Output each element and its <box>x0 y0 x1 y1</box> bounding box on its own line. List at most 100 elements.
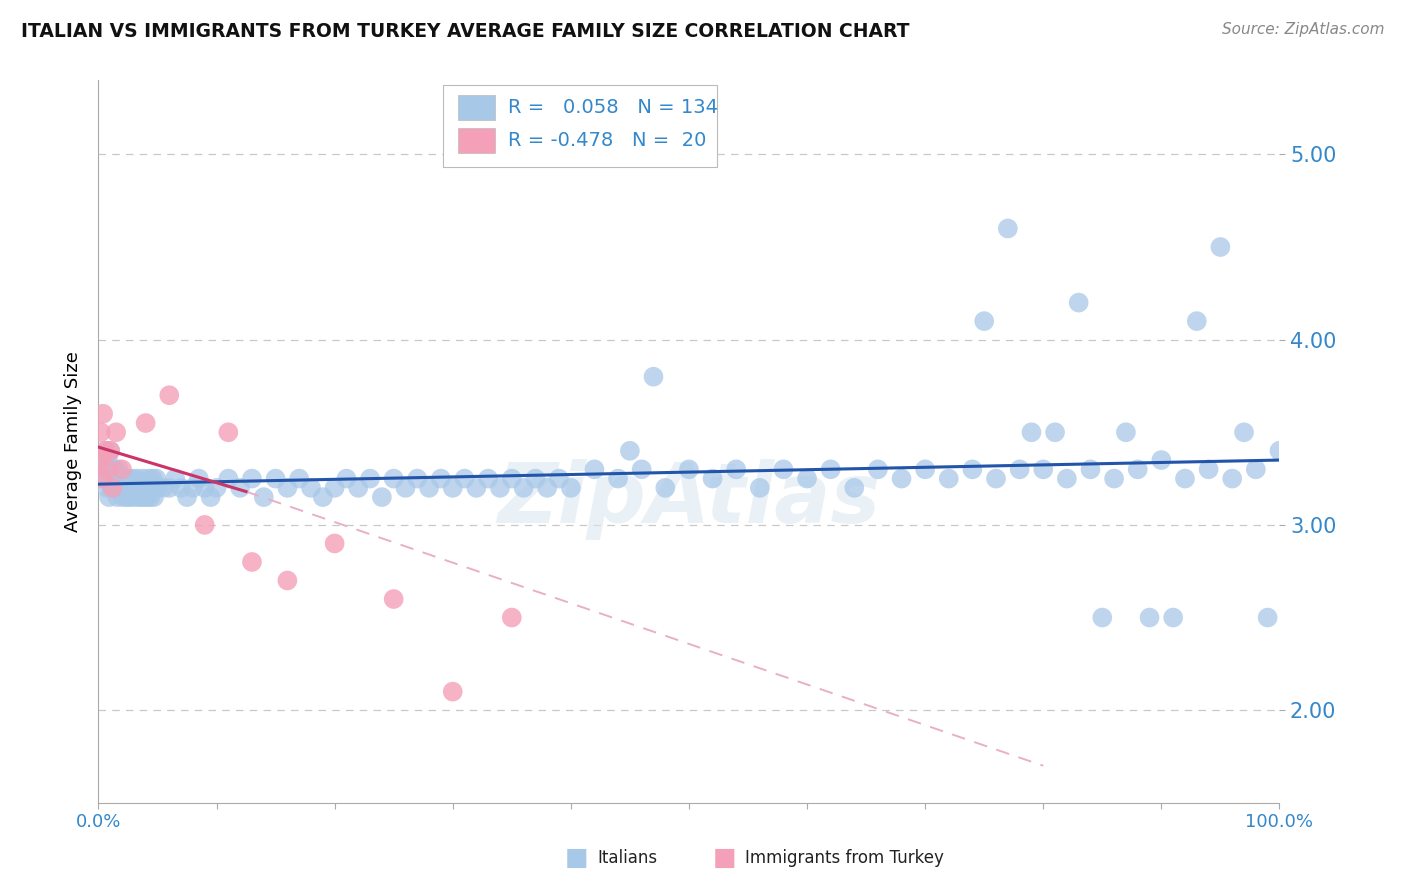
Point <box>1102 472 1125 486</box>
Point <box>323 536 346 550</box>
Point <box>844 481 866 495</box>
Point <box>465 481 488 495</box>
Point <box>524 472 547 486</box>
Point <box>128 490 150 504</box>
Point <box>122 490 145 504</box>
Text: ZipAtlas: ZipAtlas <box>498 458 880 540</box>
Text: Italians: Italians <box>598 849 658 867</box>
Point <box>323 481 346 495</box>
Point <box>91 472 114 486</box>
Point <box>152 481 174 495</box>
Point <box>1161 610 1184 624</box>
Text: ■: ■ <box>565 847 588 870</box>
Point <box>619 443 641 458</box>
Point <box>1115 425 1137 440</box>
Point <box>453 472 475 486</box>
Point <box>101 472 124 486</box>
Point <box>1185 314 1208 328</box>
Point <box>142 490 165 504</box>
Point <box>1257 610 1279 624</box>
Text: ITALIAN VS IMMIGRANTS FROM TURKEY AVERAGE FAMILY SIZE CORRELATION CHART: ITALIAN VS IMMIGRANTS FROM TURKEY AVERAG… <box>21 22 910 41</box>
Point <box>643 369 665 384</box>
Point <box>165 472 187 486</box>
Point <box>157 388 180 402</box>
Point <box>142 472 165 486</box>
Point <box>89 453 111 467</box>
Point <box>129 490 152 504</box>
Point <box>103 462 125 476</box>
Point <box>1198 462 1220 476</box>
Point <box>115 490 138 504</box>
Point <box>1021 425 1043 440</box>
Point <box>98 462 121 476</box>
Point <box>117 481 139 495</box>
Point <box>217 425 239 440</box>
Point <box>143 481 166 495</box>
Point <box>1056 472 1078 486</box>
Point <box>125 481 148 495</box>
Point <box>299 481 322 495</box>
Point <box>312 490 335 504</box>
Point <box>630 462 652 476</box>
Point <box>678 462 700 476</box>
Point <box>100 481 122 495</box>
Point <box>91 407 114 421</box>
Point <box>382 472 405 486</box>
Point <box>335 472 357 486</box>
Point <box>194 517 217 532</box>
Text: ■: ■ <box>713 847 735 870</box>
Point <box>725 462 748 476</box>
Point <box>181 481 204 495</box>
Point <box>240 472 263 486</box>
Point <box>1139 610 1161 624</box>
Point <box>138 472 160 486</box>
Point <box>118 472 141 486</box>
Point <box>276 574 298 588</box>
Point <box>253 490 276 504</box>
Point <box>583 462 606 476</box>
Point <box>406 472 429 486</box>
Point <box>820 462 842 476</box>
Point <box>135 416 157 430</box>
Point <box>205 481 228 495</box>
Point <box>194 481 217 495</box>
Point <box>187 472 209 486</box>
Point <box>110 472 132 486</box>
Point <box>276 481 298 495</box>
Point <box>1150 453 1173 467</box>
Point <box>997 221 1019 235</box>
Point <box>114 481 136 495</box>
Point <box>132 472 155 486</box>
Point <box>702 472 724 486</box>
Point <box>135 490 157 504</box>
Point <box>866 462 889 476</box>
Point <box>1268 443 1291 458</box>
Point <box>111 481 134 495</box>
Point <box>111 462 134 476</box>
Point <box>121 481 143 495</box>
Point <box>359 472 381 486</box>
Point <box>1080 462 1102 476</box>
Point <box>145 472 167 486</box>
Text: R =   0.058   N = 134: R = 0.058 N = 134 <box>508 97 717 117</box>
Point <box>1032 462 1054 476</box>
Point <box>890 472 912 486</box>
Text: Immigrants from Turkey: Immigrants from Turkey <box>745 849 943 867</box>
Point <box>217 472 239 486</box>
Point <box>97 462 120 476</box>
Point <box>984 472 1007 486</box>
Point <box>124 481 146 495</box>
Text: Source: ZipAtlas.com: Source: ZipAtlas.com <box>1222 22 1385 37</box>
Point <box>441 684 464 698</box>
Point <box>98 490 121 504</box>
Point <box>176 490 198 504</box>
Point <box>105 425 128 440</box>
Point <box>90 425 112 440</box>
Point <box>938 472 960 486</box>
Point <box>104 481 127 495</box>
Point <box>96 481 118 495</box>
Point <box>1220 472 1243 486</box>
Y-axis label: Average Family Size: Average Family Size <box>63 351 82 532</box>
Point <box>170 481 193 495</box>
Point <box>477 472 499 486</box>
